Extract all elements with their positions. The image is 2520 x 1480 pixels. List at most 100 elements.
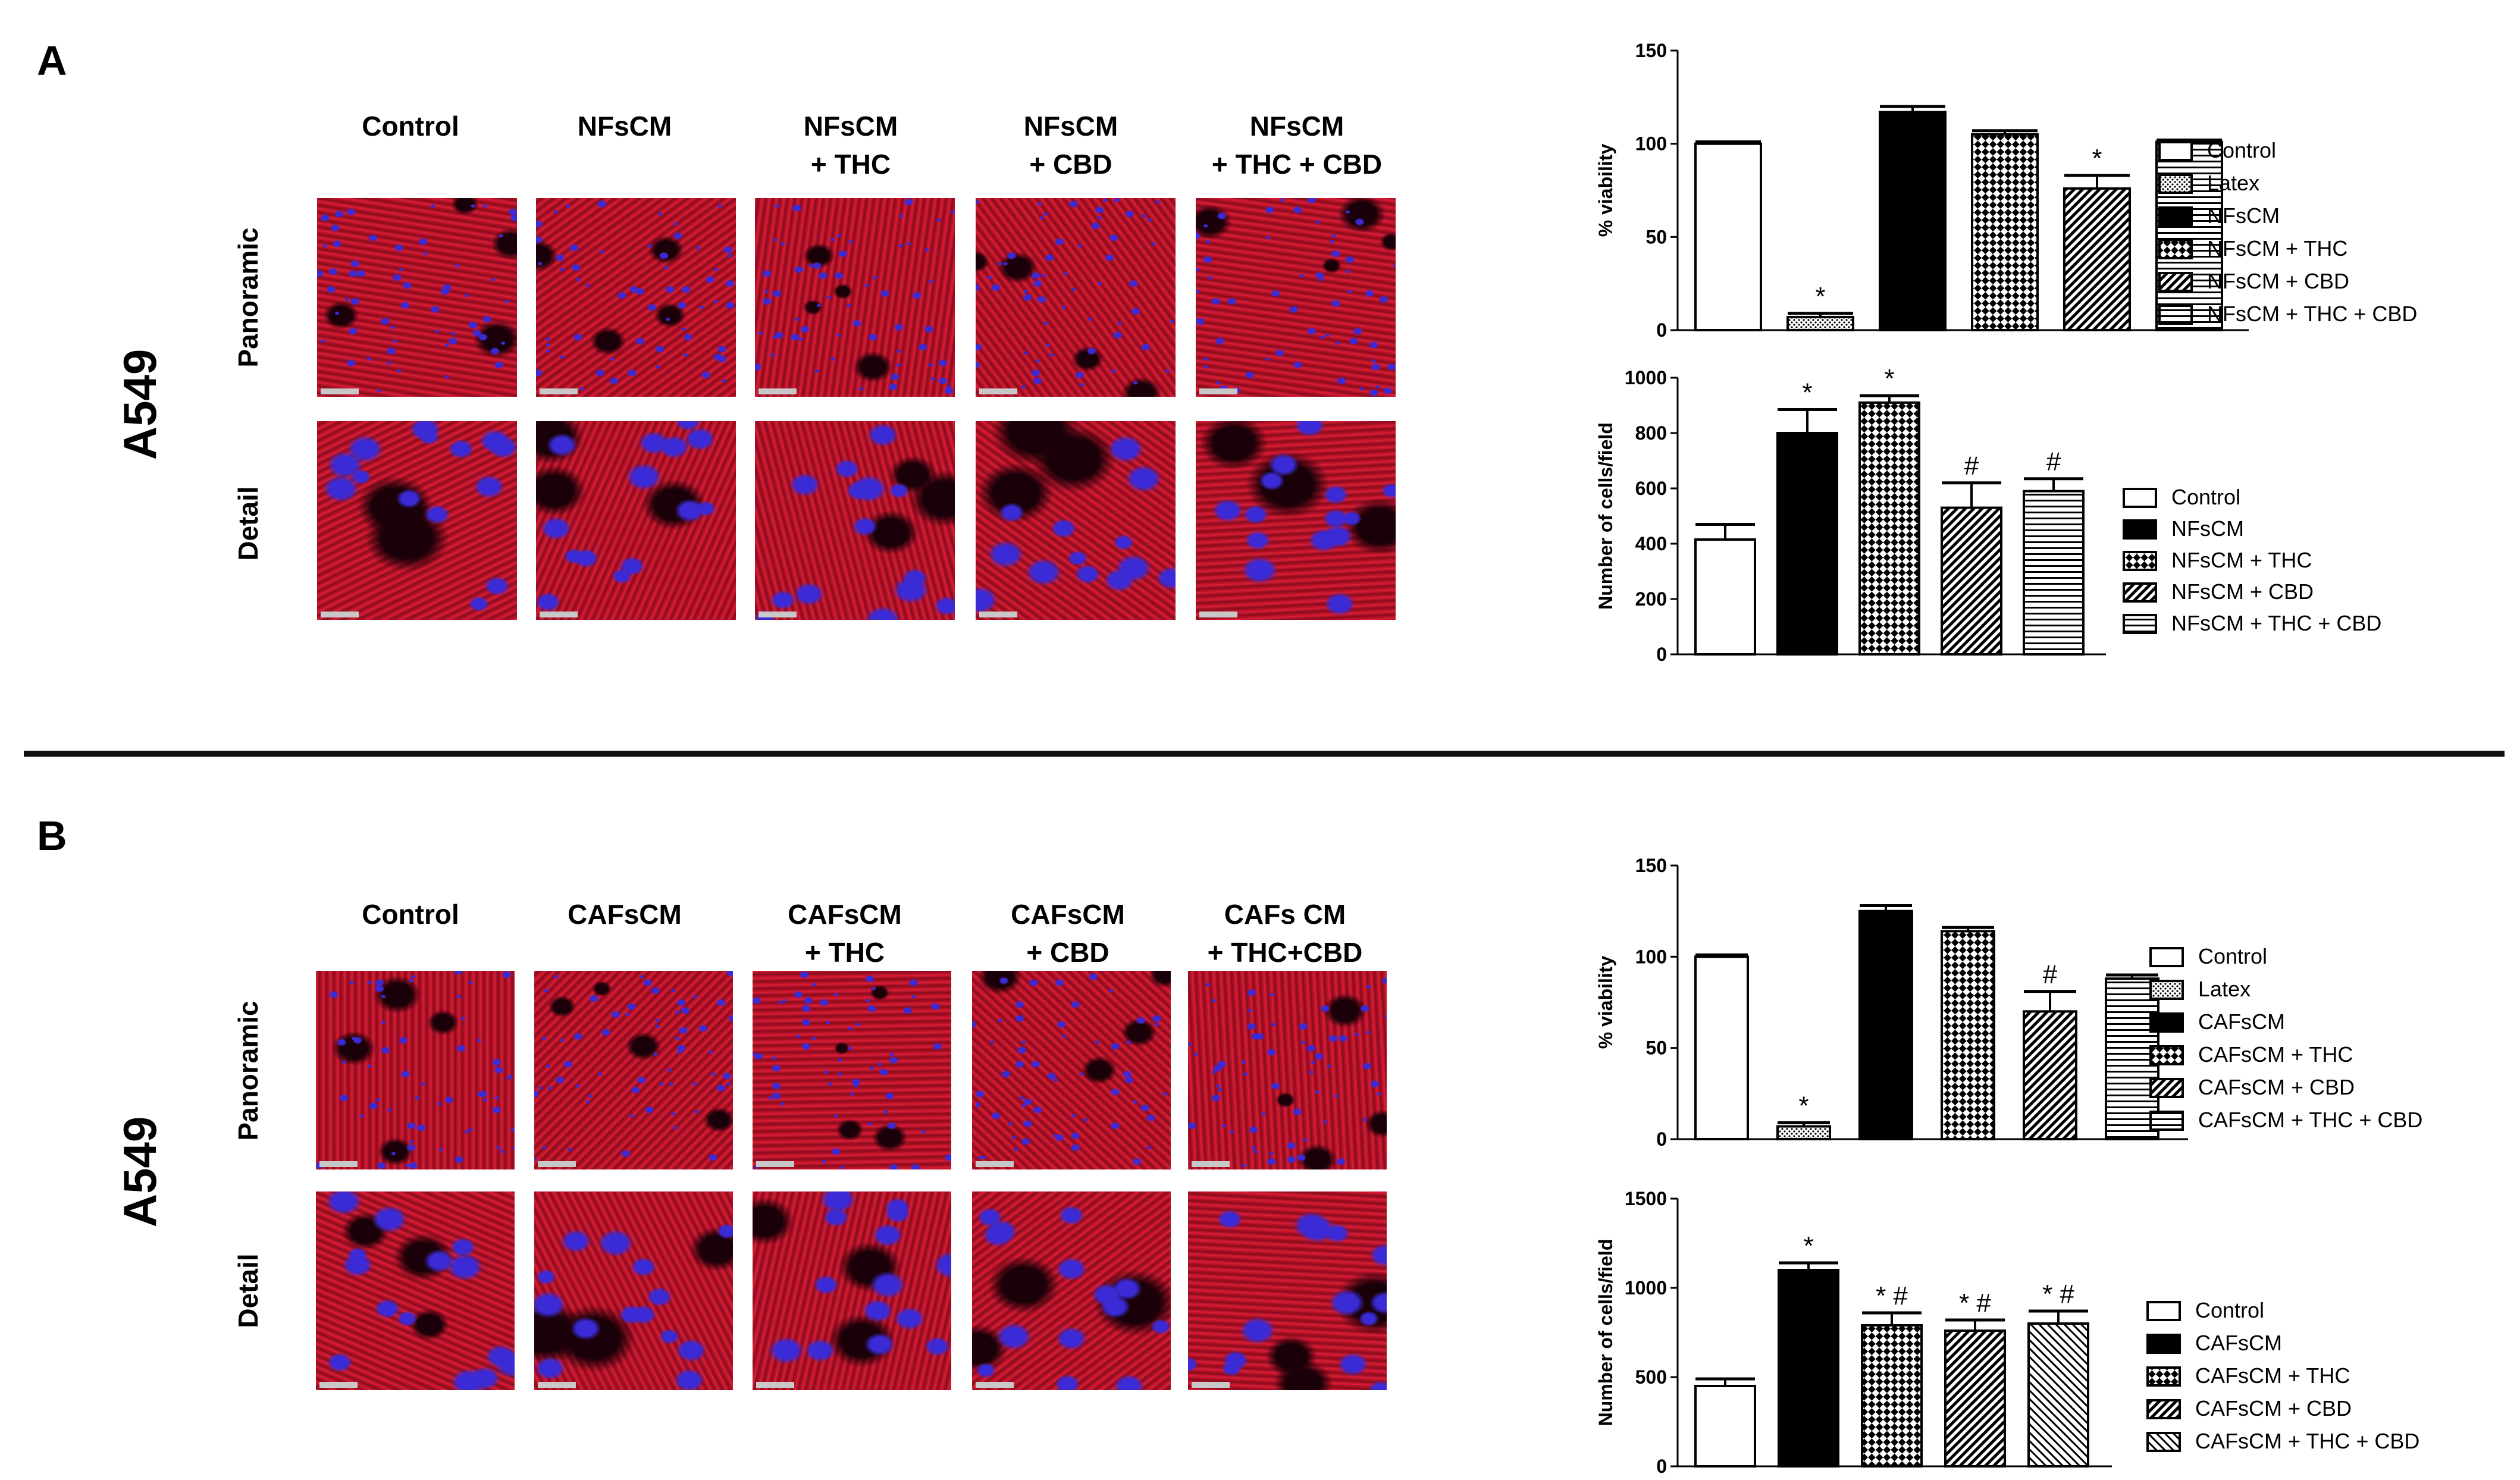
legend-label: Latex (2207, 171, 2259, 195)
legend-label: CAFsCM (2195, 1331, 2282, 1355)
column-header: CAFsCM (568, 899, 682, 930)
column-header: NFsCM + CBD (1023, 111, 1118, 180)
significance-mark: * (1815, 282, 1825, 311)
detail-micrograph (753, 1191, 951, 1390)
legend-label: NFsCM (2207, 203, 2280, 228)
legend-label: Control (2198, 944, 2267, 968)
scale-bar (321, 612, 359, 617)
column-header: NFsCM + THC (803, 111, 898, 180)
significance-mark: * # (1959, 1288, 1991, 1318)
legend-swatch (2146, 1432, 2181, 1452)
bar (1861, 1324, 1923, 1468)
panoramic-micrograph (755, 198, 955, 397)
legend-label: Control (2207, 138, 2276, 162)
y-tick-label: 50 (1645, 1037, 1667, 1059)
bar (1776, 1125, 1831, 1140)
panel-divider (24, 751, 2505, 757)
bar (2155, 140, 2223, 332)
legend-label: NFsCM + THC (2207, 236, 2347, 261)
y-tick-label: 500 (1635, 1366, 1667, 1388)
chart-b-viability: 0 50 100 150 % viability * # Control Latex CAFsCM… (1576, 833, 2469, 1163)
bar (2027, 1322, 2089, 1468)
significance-mark: * # (1876, 1281, 1908, 1310)
legend-label: NFsCM + CBD (2207, 269, 2349, 293)
y-tick-label: 200 (1635, 588, 1667, 610)
panoramic-micrograph (536, 198, 736, 397)
bar (1879, 111, 1947, 331)
legend-swatch (2149, 1012, 2184, 1033)
detail-micrograph (536, 421, 736, 620)
scale-bar (1199, 388, 1237, 394)
bar (2023, 490, 2085, 656)
row-label-panoramic-a: Panoramic (233, 227, 264, 368)
legend-label: CAFsCM + CBD (2195, 1396, 2352, 1421)
legend-swatch (2158, 174, 2193, 194)
bar (1778, 1269, 1839, 1468)
bar (1941, 930, 1995, 1140)
panel-letter-b: B (37, 813, 67, 859)
cell-line-label-a: A549 (114, 349, 166, 460)
legend-label: NFsCM (2171, 516, 2244, 541)
legend-label: NFsCM + CBD (2171, 579, 2314, 604)
significance-mark: * # (2042, 1280, 2074, 1309)
y-tick-label: 150 (1635, 855, 1667, 876)
legend-swatch (2149, 1111, 2184, 1131)
scale-bar (979, 612, 1017, 617)
legend-label: CAFsCM + THC (2195, 1363, 2350, 1388)
chart-a-cell-count: 0 200 400 600 800 1000 Number of cells/field * *… (1576, 357, 2469, 669)
significance-mark: # (1964, 451, 1979, 481)
column-header: NFsCM + THC + CBD (1211, 111, 1383, 180)
scale-bar (538, 1382, 576, 1388)
bar (1694, 1385, 1756, 1468)
bar (1944, 1330, 2006, 1468)
significance-mark: * (1802, 378, 1812, 407)
legend-swatch (2123, 614, 2157, 634)
y-tick-label: 100 (1635, 946, 1667, 967)
legend-swatch (2123, 488, 2157, 508)
significance-mark: * (1803, 1231, 1813, 1260)
scale-bar (979, 388, 1017, 394)
scale-bar (1199, 612, 1237, 617)
significance-mark: * (1884, 364, 1894, 393)
detail-micrograph (317, 421, 517, 620)
scale-bar (319, 1161, 358, 1167)
y-tick-label: 100 (1635, 133, 1667, 155)
y-tick-label: 1000 (1625, 1277, 1667, 1299)
scale-bar (540, 388, 578, 394)
legend-swatch (2149, 1078, 2184, 1098)
y-axis-label: Number of cells/field (1595, 422, 1616, 610)
legend-swatch (2123, 551, 2157, 571)
legend-swatch (2158, 305, 2193, 325)
panoramic-micrograph (1188, 971, 1387, 1169)
y-tick-label: 0 (1656, 644, 1667, 665)
legend-swatch (2149, 947, 2184, 967)
panoramic-micrograph (753, 971, 951, 1169)
panel-letter-a: A (37, 37, 67, 84)
panoramic-micrograph (534, 971, 733, 1169)
bar (1941, 506, 2002, 656)
y-tick-label: 1000 (1625, 367, 1667, 388)
panoramic-micrograph (316, 971, 515, 1169)
y-tick-label: 150 (1635, 40, 1667, 61)
detail-micrograph (534, 1191, 733, 1390)
y-tick-label: 800 (1635, 422, 1667, 444)
bar (1776, 432, 1838, 656)
significance-mark: * (1798, 1091, 1808, 1120)
panoramic-micrograph (317, 198, 517, 397)
legend-swatch (2123, 582, 2157, 603)
detail-micrograph (976, 421, 1176, 620)
y-tick-label: 400 (1635, 533, 1667, 554)
y-tick-label: 50 (1645, 226, 1667, 247)
detail-micrograph (1196, 421, 1396, 620)
column-header: NFsCM (577, 111, 672, 142)
scale-bar (976, 1161, 1014, 1167)
y-axis-label: % viability (1595, 144, 1616, 237)
scale-bar (756, 1161, 794, 1167)
legend-label: Latex (2198, 977, 2251, 1001)
significance-mark: * (2092, 144, 2102, 173)
bar (2023, 1010, 2077, 1141)
panoramic-micrograph (976, 198, 1176, 397)
legend-label: NFsCM + THC + CBD (2207, 302, 2417, 326)
legend-swatch (2146, 1366, 2181, 1387)
row-label-panoramic-b: Panoramic (233, 1001, 264, 1141)
